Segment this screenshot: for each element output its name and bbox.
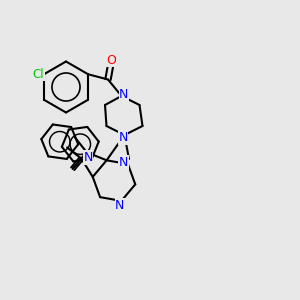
Text: N: N [83, 151, 93, 164]
Text: N: N [118, 131, 128, 144]
Text: N: N [119, 156, 128, 169]
Text: N: N [119, 88, 129, 101]
Text: N: N [115, 199, 124, 212]
Text: O: O [106, 53, 116, 67]
Text: Cl: Cl [33, 68, 44, 81]
